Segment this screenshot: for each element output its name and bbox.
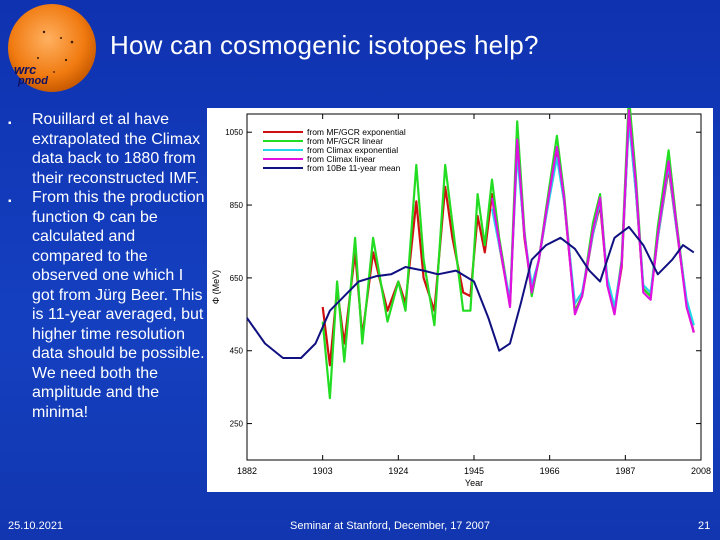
chart-svg: 1882 1903 1924 1945 1966 1987 2008 250 450 650 850… [211,94,711,488]
slide-title: How can cosmogenic isotopes help? [110,30,539,60]
sun-disk-icon [8,4,96,92]
x-tick-label: 1987 [615,466,635,476]
y-tick-label: 650 [230,274,244,283]
x-tick-label: 1924 [388,466,408,476]
bullet-square-icon: ▪ [8,196,12,207]
y-axis-label: Φ (MeV) [211,270,221,304]
legend-label: from MF/GCR linear [307,136,383,146]
bullet-item: ▪ Rouillard et al have extrapolated the … [8,110,208,188]
phi-timeseries-chart: 1882 1903 1924 1945 1966 1987 2008 250 450 650 850… [207,94,713,492]
bullet-text: From this the production function Φ can … [32,189,205,421]
legend-label: from Climax linear [307,154,376,164]
y-tick-label: 1050 [225,128,243,137]
bullet-square-icon: ▪ [8,118,12,129]
footer-event: Seminar at Stanford, December, 17 2007 [290,520,490,532]
y-tick-label: 450 [230,347,244,356]
logo-text-wrc: wrc [14,62,37,77]
x-tick-label: 1966 [540,466,560,476]
legend-label: from 10Be 11-year mean [307,163,401,173]
legend-label: from MF/GCR exponential [307,127,406,137]
series-line-5 [246,225,695,359]
x-tick-label: 2008 [691,466,711,476]
series-line-4 [490,109,695,333]
footer-page-number: 21 [698,520,711,532]
y-tick-label: 850 [230,201,244,210]
pmod-wrc-logo: wrc pmod [8,4,96,92]
x-tick-label: 1945 [464,466,484,476]
x-tick-label: 1903 [313,466,333,476]
x-axis-label: Year [465,478,483,488]
x-tick-label: 1882 [237,466,257,476]
logo-text-pmod: pmod [17,75,48,87]
bullet-item: ▪ From this the production function Φ ca… [8,188,208,422]
bullet-list: ▪ Rouillard et al have extrapolated the … [8,110,208,422]
y-tick-label: 250 [230,420,244,429]
legend-label: from Climax exponential [307,145,398,155]
footer-date: 25.10.2021 [8,520,64,532]
bullet-text: Rouillard et al have extrapolated the Cl… [32,111,201,187]
